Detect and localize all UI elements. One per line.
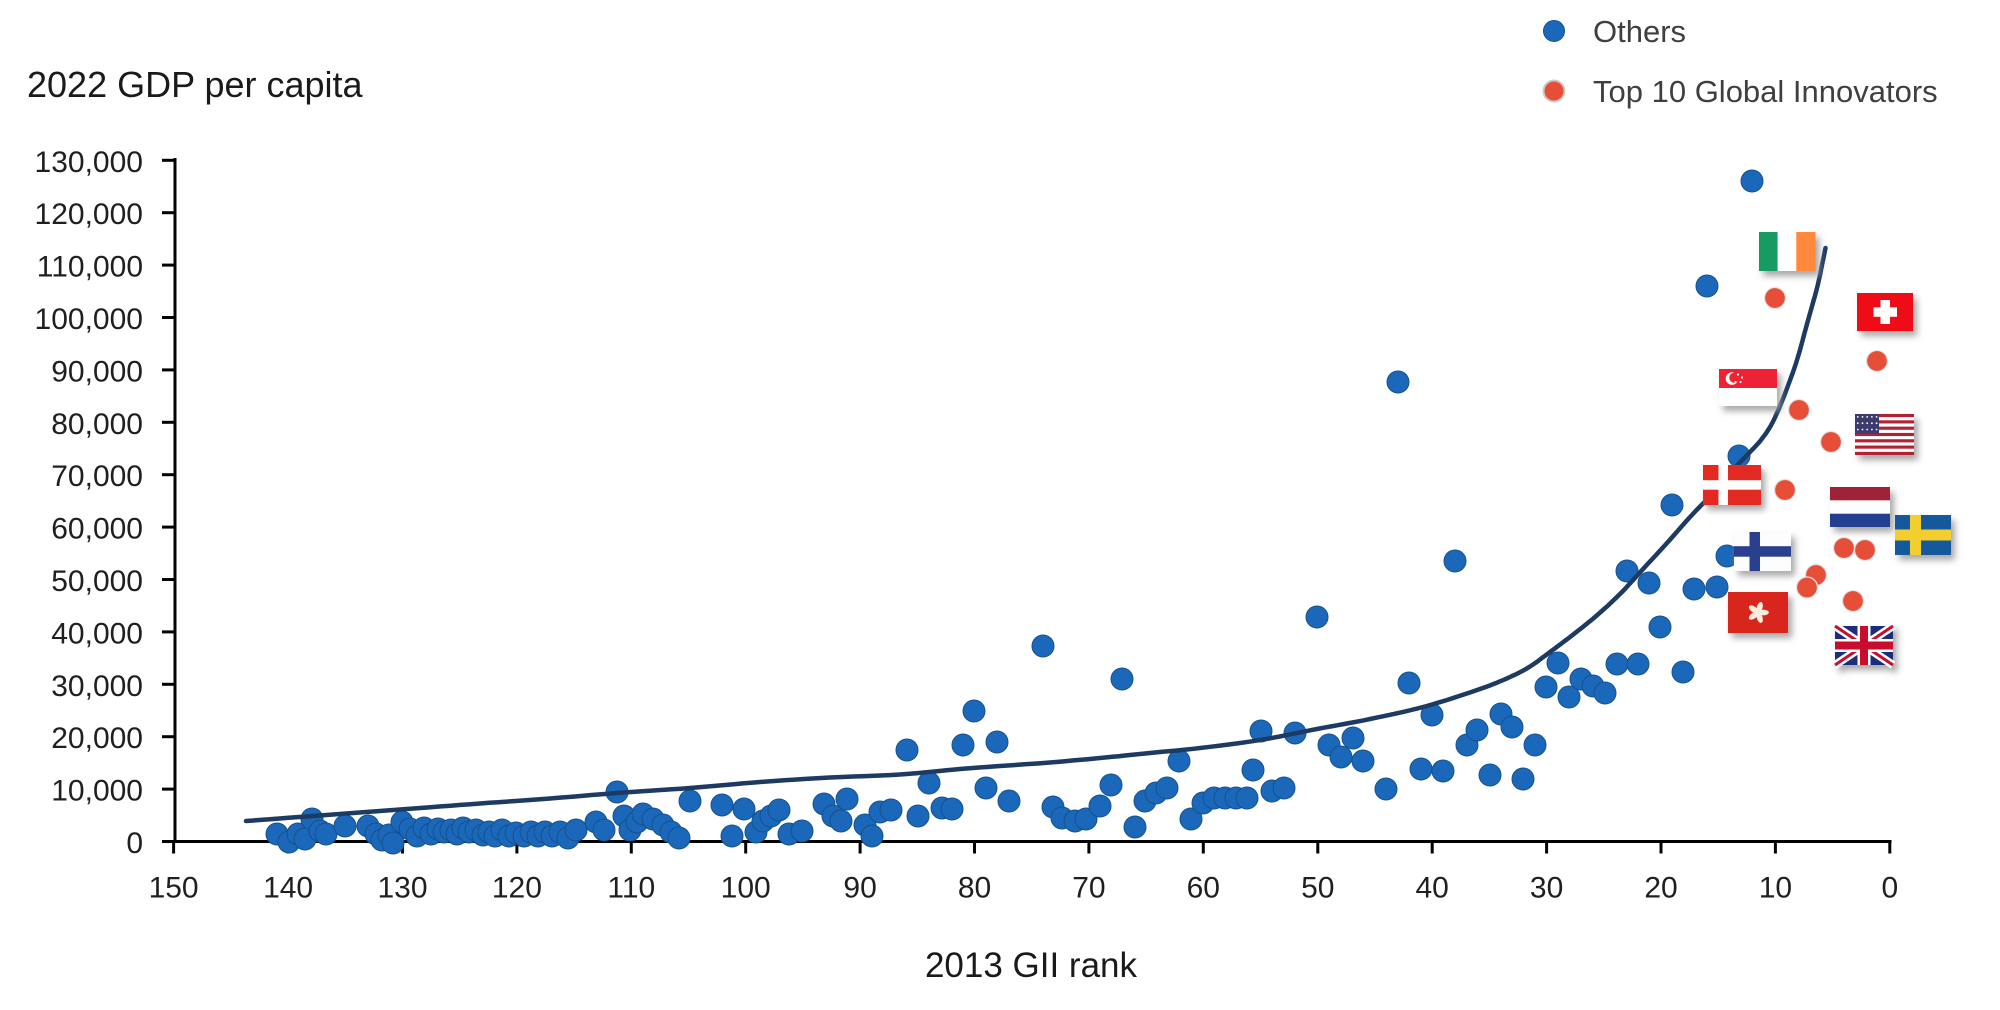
svg-text:140: 140 [263, 872, 313, 905]
svg-text:50,000: 50,000 [51, 565, 143, 598]
svg-text:0: 0 [1881, 872, 1898, 905]
svg-text:40: 40 [1416, 872, 1449, 905]
svg-text:40,000: 40,000 [51, 617, 143, 650]
svg-text:70,000: 70,000 [51, 460, 143, 493]
svg-text:90,000: 90,000 [51, 355, 143, 388]
svg-text:110,000: 110,000 [37, 251, 143, 284]
svg-text:110: 110 [607, 872, 655, 905]
svg-text:100,000: 100,000 [35, 303, 143, 336]
svg-text:20: 20 [1644, 872, 1677, 905]
svg-text:150: 150 [149, 872, 199, 905]
svg-text:2013 GII rank: 2013 GII rank [925, 946, 1138, 985]
svg-text:70: 70 [1072, 872, 1105, 905]
svg-text:10: 10 [1759, 872, 1792, 905]
svg-text:30: 30 [1530, 872, 1563, 905]
svg-text:10,000: 10,000 [51, 775, 143, 808]
svg-text:130: 130 [377, 872, 427, 905]
svg-text:60: 60 [1187, 872, 1220, 905]
svg-text:Others: Others [1593, 14, 1686, 49]
svg-text:50: 50 [1301, 872, 1334, 905]
svg-text:0: 0 [126, 827, 143, 860]
svg-text:80: 80 [958, 872, 991, 905]
svg-text:Top 10 Global Innovators: Top 10 Global Innovators [1593, 74, 1938, 109]
svg-text:130,000: 130,000 [35, 146, 143, 179]
svg-text:100: 100 [721, 872, 771, 905]
svg-text:60,000: 60,000 [51, 513, 143, 546]
svg-text:2022 GDP per capita: 2022 GDP per capita [27, 64, 364, 105]
svg-text:120: 120 [492, 872, 542, 905]
svg-text:90: 90 [843, 872, 876, 905]
svg-text:80,000: 80,000 [51, 408, 143, 441]
svg-text:120,000: 120,000 [35, 198, 143, 231]
svg-text:30,000: 30,000 [51, 670, 143, 703]
svg-text:20,000: 20,000 [51, 722, 143, 755]
